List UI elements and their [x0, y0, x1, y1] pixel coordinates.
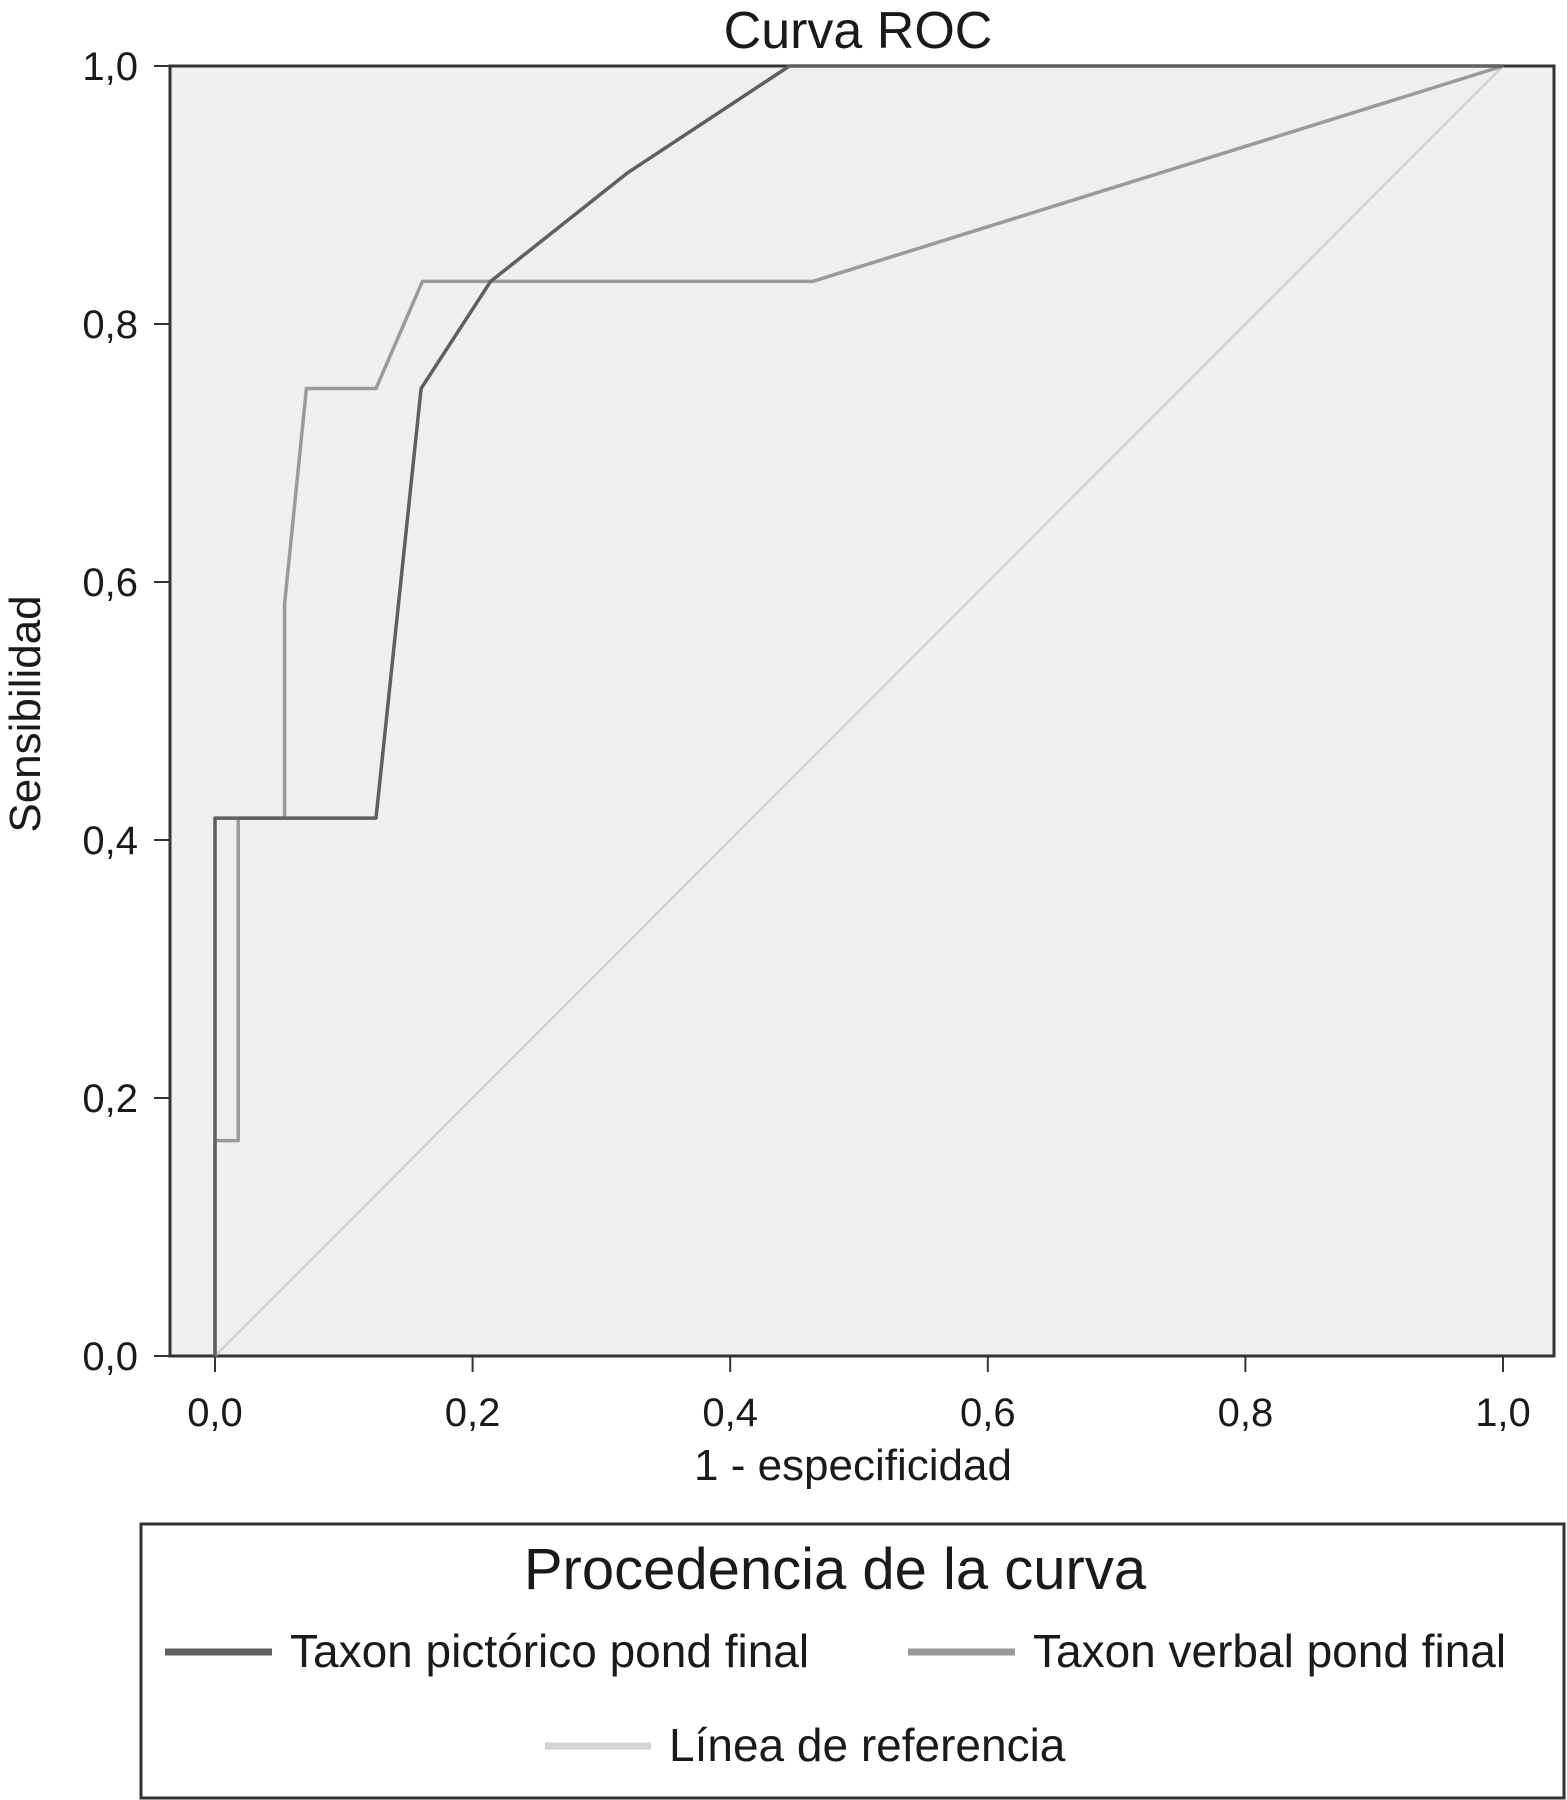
y-axis-label: Sensibilidad	[1, 595, 50, 832]
x-tick-label: 0,6	[960, 1391, 1016, 1435]
y-tick-label: 0,0	[82, 1335, 138, 1379]
legend-title: Procedencia de la curva	[524, 1537, 1147, 1602]
chart-title: Curva ROC	[724, 2, 993, 60]
legend: Taxon pictórico pond final Taxon verbal p…	[165, 1625, 1506, 1771]
axes: 0,0 0,2 0,4 0,6 0,8 1,0 0,0 0,2 0,4 0,6 0,8 1,0	[82, 45, 1530, 1435]
y-tick-label: 1,0	[82, 45, 138, 89]
x-tick-label: 0,2	[445, 1391, 501, 1435]
x-axis-label: 1 - especificidad	[694, 1441, 1012, 1490]
legend-label: Taxon pictórico pond final	[290, 1625, 809, 1677]
legend-box	[139, 1522, 1566, 1800]
plot-area	[168, 64, 1556, 1358]
series-line-linea-de-referencia	[214, 65, 1504, 1357]
legend-label: Taxon verbal pond final	[1033, 1625, 1506, 1677]
x-tick-label: 0,4	[702, 1391, 758, 1435]
x-tick-label: 0,8	[1218, 1391, 1274, 1435]
legend-label: Línea de referencia	[669, 1719, 1066, 1771]
y-tick-label: 0,4	[82, 819, 138, 863]
series-lines	[213, 64, 1504, 1357]
series-line-taxon-verbal-pond-final	[213, 64, 1504, 1356]
y-tick-label: 0,2	[82, 1077, 138, 1121]
y-tick-label: 0,8	[82, 303, 138, 347]
series-line-taxon-pictorico-pond-final	[213, 64, 1503, 1356]
x-tick-label: 1,0	[1475, 1391, 1531, 1435]
x-tick-label: 0,0	[187, 1391, 243, 1435]
y-tick-label: 0,6	[82, 561, 138, 605]
